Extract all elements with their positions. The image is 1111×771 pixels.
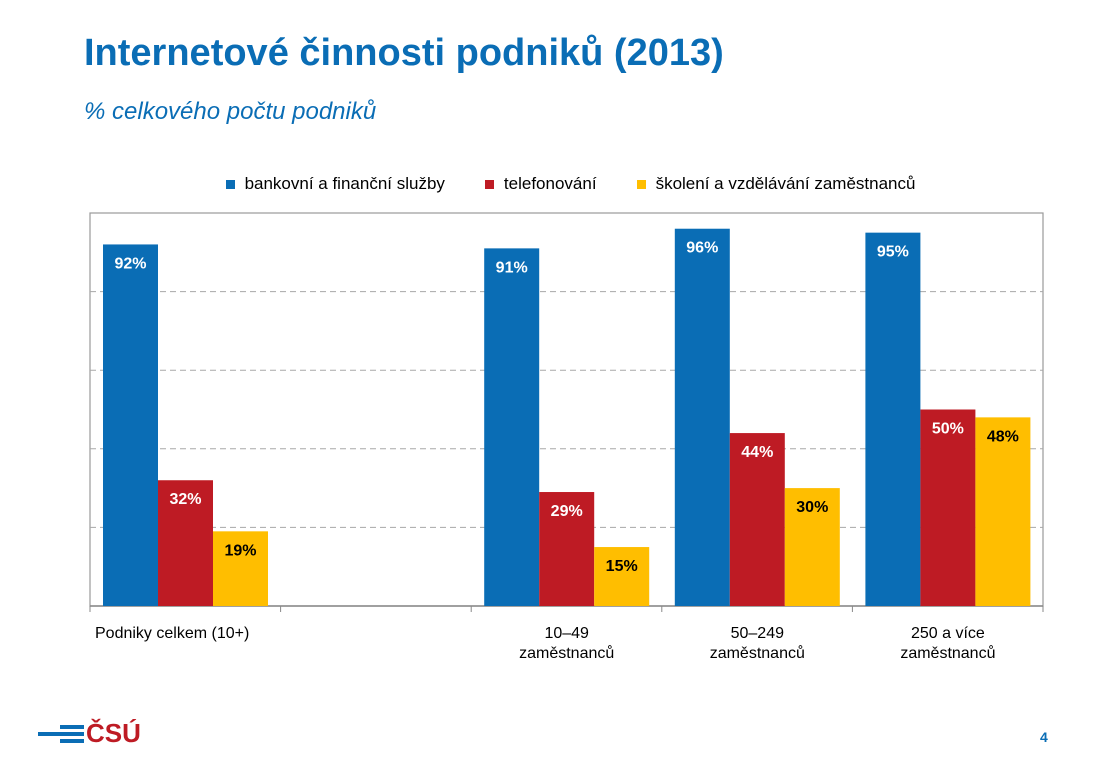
bar [213, 531, 268, 606]
data-label: 91% [496, 259, 528, 276]
bar [103, 244, 158, 606]
data-label: 30% [796, 499, 828, 516]
legend-label: telefonování [503, 174, 597, 193]
bar [865, 232, 921, 606]
data-label: 19% [224, 542, 256, 559]
x-tick-label: Podniky celkem (10+) [95, 625, 249, 642]
x-tick-label: 50–249 zaměstnanců [710, 625, 805, 662]
data-label: 32% [169, 491, 201, 508]
data-label: 48% [987, 428, 1019, 445]
legend-swatch [636, 179, 646, 189]
logo-text: ČSÚ [86, 718, 141, 748]
data-label: 29% [551, 503, 583, 520]
data-label: 96% [686, 240, 718, 257]
legend-item: školení a vzdělávání zaměstnanců [636, 174, 916, 194]
data-label: 50% [932, 421, 964, 438]
x-tick-label: 250 a více zaměstnanců [900, 625, 995, 662]
data-label: 15% [606, 558, 638, 575]
bar [920, 409, 976, 606]
chart-subtitle: % celkového počtu podniků [84, 98, 377, 125]
legend: bankovní a finanční služby telefonování … [0, 174, 1111, 194]
x-tick-label: 10–49 zaměstnanců [519, 625, 614, 662]
data-label: 95% [877, 244, 909, 261]
data-label: 92% [114, 255, 146, 272]
legend-label: bankovní a finanční služby [244, 174, 445, 193]
legend-swatch [484, 179, 494, 189]
data-label: 44% [741, 444, 773, 461]
bar [975, 417, 1031, 606]
bar [784, 488, 840, 606]
bar [539, 492, 595, 606]
bar [594, 547, 650, 606]
legend-item: bankovní a finanční služby [225, 174, 445, 194]
legend-label: školení a vzdělávání zaměstnanců [655, 174, 916, 193]
bar [729, 433, 785, 606]
legend-item: telefonování [484, 174, 597, 194]
csu-logo: ČSÚ [38, 718, 141, 749]
logo-lines-icon [38, 724, 84, 743]
chart-title: Internetové činnosti podniků (2013) [84, 32, 724, 74]
bar [158, 480, 213, 606]
page-number: 4 [1040, 729, 1048, 745]
legend-swatch [225, 179, 235, 189]
bar [484, 248, 540, 606]
bar [674, 228, 730, 606]
